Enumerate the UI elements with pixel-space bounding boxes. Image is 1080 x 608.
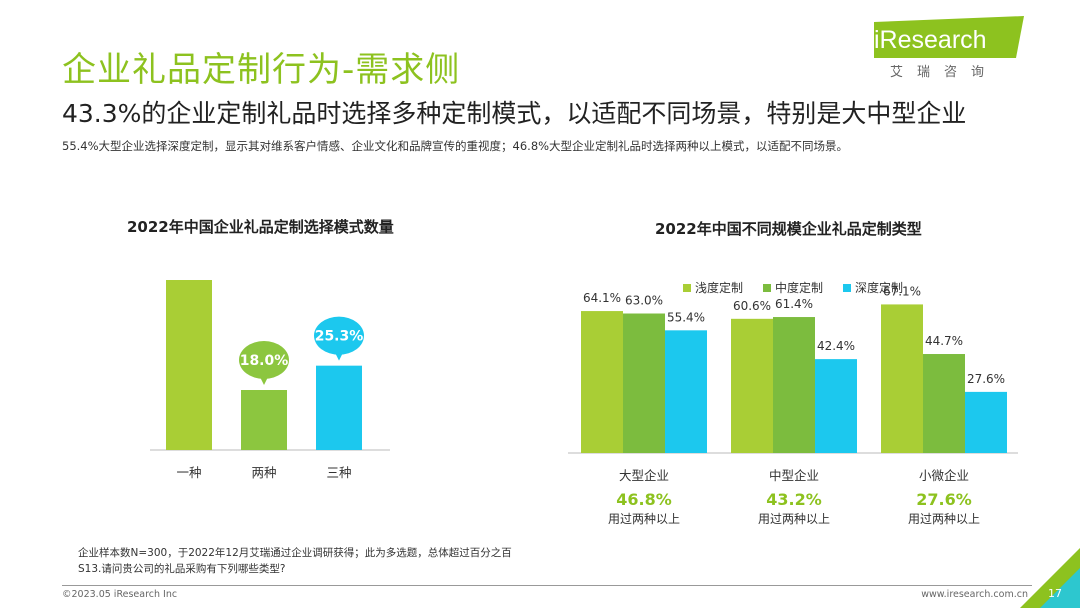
chart2-bar (731, 318, 773, 453)
chart2-bar (581, 311, 623, 453)
chart1-value-label: 18.0% (240, 353, 289, 369)
chart2-callout-text: 用过两种以上 (608, 512, 680, 526)
chart2-value-label: 55.4% (667, 310, 705, 324)
headline: 43.3%的企业定制礼品时选择多种定制模式，以适配不同场景，特别是大中型企业 (62, 99, 967, 128)
chart2-value-label: 42.4% (817, 339, 855, 353)
chart2-bar (923, 354, 965, 453)
chart2-legend-label: 中度定制 (775, 280, 823, 295)
chart2-bar (773, 317, 815, 453)
chart1-title: 2022年中国企业礼品定制选择模式数量 (127, 218, 394, 236)
chart1-value-bubble (314, 316, 364, 361)
chart2-category-label: 大型企业 (619, 468, 669, 483)
chart2-category-label: 小微企业 (919, 468, 969, 483)
chart2-bar (965, 391, 1007, 453)
chart1-category-label: 两种 (251, 465, 276, 480)
chart2-bar (665, 330, 707, 453)
chart2-title: 2022年中国不同规模企业礼品定制类型 (655, 220, 922, 238)
iresearch-logo: iResearch 艾瑞咨询 (874, 16, 1024, 80)
source-note-line2: S13.请问贵公司的礼品采购有下列哪些类型? (78, 563, 286, 575)
chart1-bar (166, 280, 212, 450)
chart2-bar (815, 359, 857, 453)
chart2-callout-text: 用过两种以上 (758, 512, 830, 526)
chart2-callout-value: 43.2% (766, 490, 822, 509)
chart2-legend-label: 浅度定制 (695, 280, 743, 295)
chart2-legend-swatch (843, 284, 851, 292)
chart1-category-label: 三种 (326, 465, 351, 480)
chart2-value-label: 67.1% (883, 284, 921, 298)
chart2-bar (623, 313, 665, 453)
chart1-value-bubble (239, 341, 289, 385)
page-number: 17 (1048, 587, 1062, 600)
chart2-callout-value: 46.8% (616, 490, 672, 509)
footer-divider (62, 585, 1032, 586)
copyright: ©2023.05 iResearch Inc (62, 589, 178, 600)
chart2-bar (881, 304, 923, 453)
chart2-callout-value: 27.6% (916, 490, 972, 509)
subtitle-text: 55.4%大型企业选择深度定制，显示其对维系客户情感、企业文化和品牌宣传的重视度… (62, 139, 849, 153)
chart2-callout-text: 用过两种以上 (908, 512, 980, 526)
website-link[interactable]: www.iresearch.com.cn (921, 589, 1028, 600)
chart1-category-label: 一种 (176, 465, 201, 480)
corner-decoration-icon (1020, 548, 1080, 608)
chart2-value-label: 60.6% (733, 299, 771, 313)
chart2-legend-label: 深度定制 (855, 280, 903, 295)
chart2-legend-swatch (683, 284, 691, 292)
logo-text: iResearch (874, 26, 987, 54)
chart1-bar (241, 390, 287, 450)
source-note: 企业样本数N=300，于2022年12月艾瑞通过企业调研获得；此为多选题，总体超… (78, 545, 512, 577)
chart2-category-label: 中型企业 (769, 468, 819, 483)
chart2-value-label: 61.4% (775, 297, 813, 311)
logo-cn-text: 艾瑞咨询 (890, 65, 999, 80)
source-note-line1: 企业样本数N=300，于2022年12月艾瑞通过企业调研获得；此为多选题，总体超… (78, 547, 512, 559)
chart2-value-label: 64.1% (583, 291, 621, 305)
chart2-value-label: 44.7% (925, 334, 963, 348)
chart1-bar (316, 365, 362, 450)
page-title: 企业礼品定制行为-需求侧 (62, 50, 461, 90)
chart1-value-label: 25.3% (315, 329, 364, 345)
logo-banner-icon (874, 16, 1024, 58)
chart2-svg: 浅度定制 中度定制 深度定制 64.1% 63.0% 55.4% 大型企业 46.8% 用过两种… (568, 280, 1018, 526)
chart2-value-label: 63.0% (625, 294, 663, 308)
chart2-legend-swatch (763, 284, 771, 292)
chart2-value-label: 27.6% (967, 372, 1005, 386)
